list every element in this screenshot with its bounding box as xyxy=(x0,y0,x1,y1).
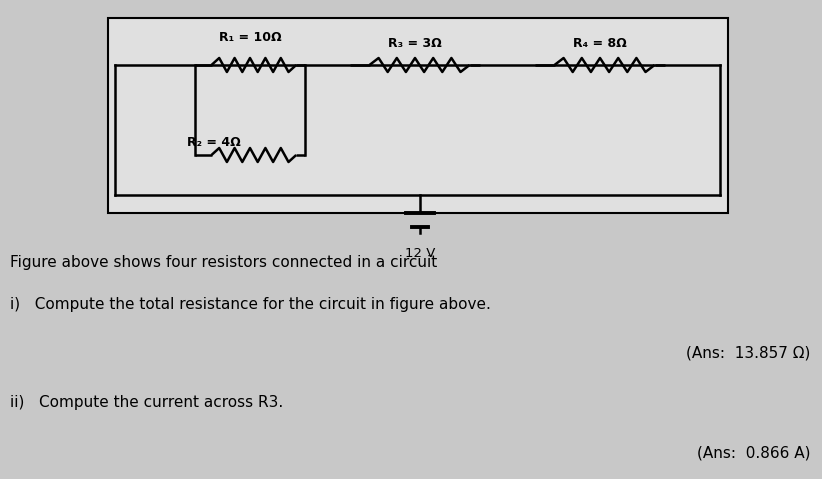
Text: R₃ = 3Ω: R₃ = 3Ω xyxy=(388,36,442,49)
Text: ii)   Compute the current across R3.: ii) Compute the current across R3. xyxy=(10,395,284,410)
Text: R₄ = 8Ω: R₄ = 8Ω xyxy=(573,36,627,49)
Text: R₂ = 4Ω: R₂ = 4Ω xyxy=(187,137,241,149)
Bar xyxy=(108,18,728,213)
Text: 12 V: 12 V xyxy=(404,247,435,260)
Text: (Ans:  0.866 A): (Ans: 0.866 A) xyxy=(696,445,810,460)
Text: Figure above shows four resistors connected in a circuit: Figure above shows four resistors connec… xyxy=(10,255,437,270)
Text: (Ans:  13.857 Ω): (Ans: 13.857 Ω) xyxy=(686,345,810,360)
Text: R₁ = 10Ω: R₁ = 10Ω xyxy=(219,31,281,44)
Text: i)   Compute the total resistance for the circuit in figure above.: i) Compute the total resistance for the … xyxy=(10,297,491,312)
